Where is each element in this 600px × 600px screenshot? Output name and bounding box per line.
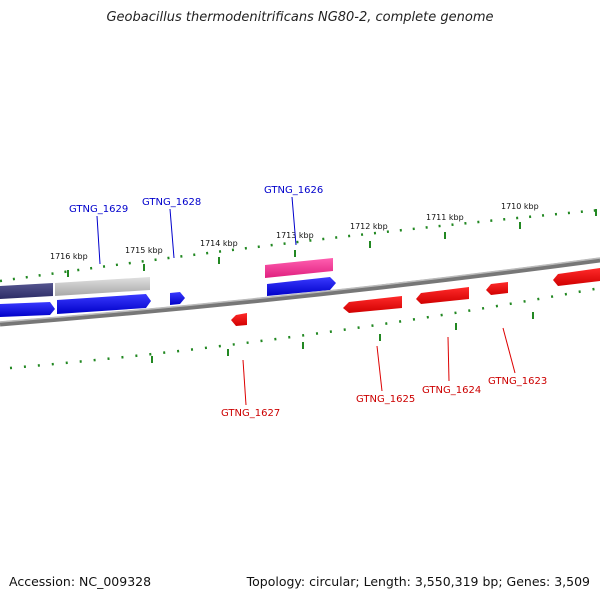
kbp-label-1712: 1712 kbp	[350, 222, 388, 231]
kbp-label-1711: 1711 kbp	[426, 213, 464, 222]
gene-label-gtng-1628[interactable]: GTNG_1628	[142, 197, 201, 208]
gene-reverse-gtng-1625[interactable]	[343, 296, 402, 313]
kbp-label-1715: 1715 kbp	[125, 246, 163, 255]
kbp-major-ticks	[67, 209, 597, 363]
accession-text: Accession: NC_009328	[9, 574, 152, 589]
highlight-segment[interactable]	[265, 258, 333, 278]
segment-grey[interactable]	[55, 277, 150, 296]
gene-label-gtng-1626[interactable]: GTNG_1626	[264, 185, 323, 196]
reverse-leader-lines	[242, 327, 516, 406]
genome-title: Geobacillus thermodenitrificans NG80-2, …	[106, 10, 494, 25]
gene-forward-gtng-1629[interactable]	[57, 294, 151, 314]
forward-leader-lines	[96, 196, 297, 265]
gene-label-gtng-1627[interactable]: GTNG_1627	[221, 408, 280, 419]
kbp-label-1714: 1714 kbp	[200, 239, 238, 248]
kbp-label-1716: 1716 kbp	[50, 252, 88, 261]
topology-text: Topology: circular; Length: 3,550,319 bp…	[246, 574, 590, 589]
genome-backbone-highlight	[0, 257, 600, 323]
gene-reverse-gtng-1623[interactable]	[486, 282, 508, 295]
gene-reverse-gtng-1627[interactable]	[231, 313, 247, 326]
gene-forward-gtng-1628[interactable]	[170, 292, 185, 305]
gene-label-gtng-1623[interactable]: GTNG_1623	[488, 376, 547, 387]
genome-backbone	[0, 257, 600, 327]
gene-label-gtng-1629[interactable]: GTNG_1629	[69, 204, 128, 215]
gene-reverse-gtng-1624[interactable]	[416, 287, 469, 304]
kbp-label-1710: 1710 kbp	[501, 202, 539, 211]
segment-navy[interactable]	[0, 283, 53, 299]
gene-forward-gtng-1626[interactable]	[267, 277, 336, 296]
gene-reverse-edge[interactable]	[553, 268, 600, 286]
inner-tick-track	[9, 286, 600, 370]
gene-forward-1[interactable]	[0, 302, 55, 317]
gene-label-gtng-1625[interactable]: GTNG_1625	[356, 394, 415, 405]
gene-label-gtng-1624[interactable]: GTNG_1624	[422, 385, 481, 396]
